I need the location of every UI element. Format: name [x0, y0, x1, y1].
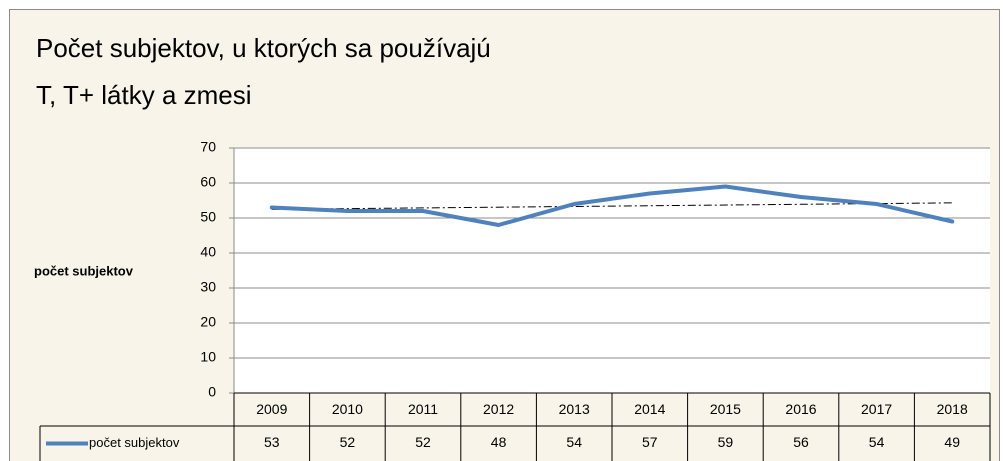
y-tick-label: 40 [200, 244, 216, 260]
plot-area [234, 148, 990, 393]
table-value: 53 [264, 434, 280, 450]
table-value: 54 [869, 434, 885, 450]
table-value: 52 [340, 434, 356, 450]
table-value: 56 [793, 434, 809, 450]
x-tick-label: 2013 [559, 401, 590, 417]
table-value: 49 [944, 434, 960, 450]
x-tick-label: 2018 [937, 401, 968, 417]
chart-title: T, T+ látky a zmesi [36, 80, 252, 110]
y-tick-label: 60 [200, 174, 216, 190]
table-value: 54 [566, 434, 582, 450]
y-tick-label: 70 [200, 139, 216, 155]
y-tick-label: 30 [200, 279, 216, 295]
x-tick-label: 2009 [256, 401, 287, 417]
x-tick-label: 2014 [634, 401, 665, 417]
x-tick-label: 2011 [408, 401, 438, 417]
y-tick-label: 10 [200, 349, 216, 365]
x-tick-label: 2015 [710, 401, 741, 417]
x-tick-label: 2010 [332, 401, 363, 417]
y-axis-label: počet subjektov [34, 263, 134, 278]
trendline [271, 202, 953, 210]
y-tick-label: 0 [208, 384, 216, 400]
table-value: 59 [718, 434, 734, 450]
chart-title: Počet subjektov, u ktorých sa používajú [36, 33, 491, 63]
x-tick-label: 2012 [483, 401, 514, 417]
legend-label: počet subjektov [89, 435, 180, 450]
x-tick-label: 2016 [785, 401, 816, 417]
x-tick-label: 2017 [861, 401, 892, 417]
table-value: 48 [491, 434, 507, 450]
data-line [269, 184, 955, 227]
table-value: 52 [415, 434, 431, 450]
y-tick-label: 20 [200, 314, 216, 330]
table-value: 57 [642, 434, 658, 450]
y-tick-label: 50 [200, 209, 216, 225]
